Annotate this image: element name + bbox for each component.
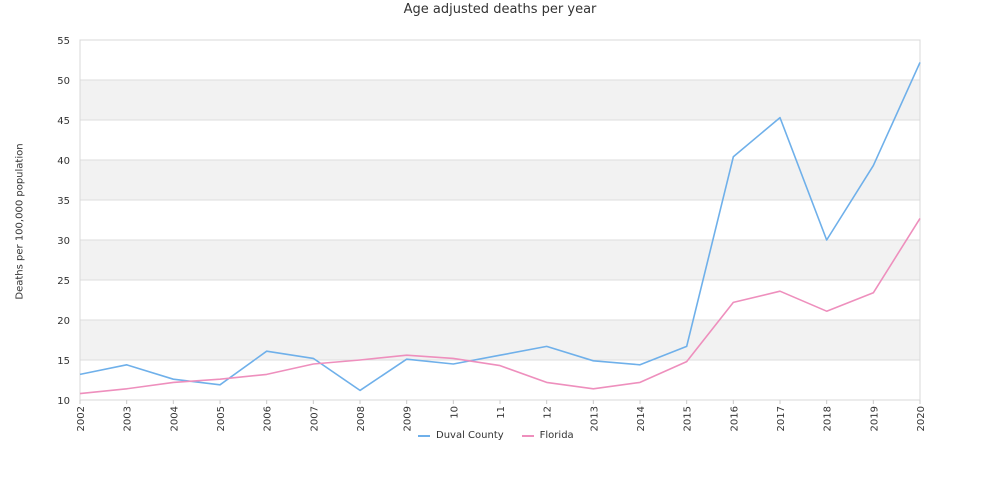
series-florida: [79, 217, 922, 395]
y-tick-label: 10: [57, 396, 70, 407]
data-point: [312, 363, 315, 366]
y-tick-label: 40: [57, 156, 70, 167]
x-tick-label: 2013: [589, 406, 600, 431]
y-tick-label: 30: [57, 236, 70, 247]
y-tick-label: 45: [57, 116, 70, 127]
legend-label-florida: Florida: [539, 430, 574, 441]
x-tick-label: 2003: [123, 406, 134, 431]
legend-item-duval[interactable]: Duval County: [418, 430, 504, 441]
data-point: [685, 345, 688, 348]
data-point: [825, 310, 828, 313]
legend: Duval County Florida: [418, 430, 574, 441]
data-point: [359, 359, 362, 362]
data-point: [919, 61, 922, 64]
data-point: [732, 301, 735, 304]
legend-swatch-duval: [418, 434, 430, 437]
x-tick-label: 2017: [776, 406, 787, 431]
series-line: [79, 62, 921, 392]
data-point: [219, 378, 222, 381]
plot-bands: [80, 80, 920, 360]
x-tick-label: 2005: [216, 406, 227, 431]
x-tick-label: 12: [543, 406, 554, 419]
x-tick-label: 11: [496, 406, 507, 419]
data-point: [545, 381, 548, 384]
y-tick-label: 50: [57, 76, 70, 87]
data-point: [919, 217, 922, 220]
data-point: [359, 389, 362, 392]
data-point: [312, 357, 315, 360]
data-point: [639, 381, 642, 384]
y-axis-ticks: 10 15 20 25 30 35 40 45 50 55: [57, 36, 70, 407]
y-tick-label: 20: [57, 316, 70, 327]
legend-label-duval: Duval County: [436, 430, 504, 441]
series-line: [79, 217, 921, 395]
grid-band: [80, 240, 920, 280]
data-point: [779, 290, 782, 293]
data-point: [872, 291, 875, 294]
data-point: [452, 357, 455, 360]
grid-band: [80, 160, 920, 200]
x-tick-label: 2014: [636, 406, 647, 431]
y-tick-label: 35: [57, 196, 70, 207]
x-tick-label: 2004: [169, 406, 180, 431]
y-tick-label: 15: [57, 356, 70, 367]
grid-band: [80, 320, 920, 360]
chart-title: Age adjusted deaths per year: [403, 2, 597, 17]
data-point: [172, 378, 175, 381]
data-point: [499, 354, 502, 357]
data-point: [545, 345, 548, 348]
x-tick-label: 2002: [76, 406, 87, 431]
data-point: [825, 239, 828, 242]
data-point: [79, 373, 82, 376]
data-point: [125, 363, 128, 366]
x-tick-label: 2007: [309, 406, 320, 431]
data-point: [79, 392, 82, 395]
legend-swatch-florida: [521, 434, 534, 437]
x-tick-label: 2008: [356, 406, 367, 431]
x-tick-label: 2016: [729, 406, 740, 431]
data-point: [452, 363, 455, 366]
data-point: [685, 360, 688, 363]
data-point: [732, 155, 735, 158]
data-point: [872, 164, 875, 167]
x-tick-label: 2018: [823, 406, 834, 431]
data-point: [639, 363, 642, 366]
x-tick-label: 2015: [683, 406, 694, 431]
y-tick-label: 25: [57, 276, 70, 287]
x-tick-label: 2019: [869, 406, 880, 431]
x-tick-label: 2020: [916, 406, 927, 431]
data-point: [405, 358, 408, 361]
x-tick-label: 10: [449, 406, 460, 419]
data-point: [219, 383, 222, 386]
x-tick-label: 2009: [403, 406, 414, 431]
series-duval-county: [79, 61, 922, 392]
data-point: [172, 381, 175, 384]
data-point: [265, 350, 268, 353]
data-point: [405, 354, 408, 357]
data-point: [779, 116, 782, 119]
data-point: [125, 387, 128, 390]
grid-band: [80, 80, 920, 120]
x-axis-ticks: 2002 2003 2004 2005 2006 2007 2008 2009 10 11 12 20…: [76, 400, 927, 431]
y-tick-label: 55: [57, 36, 70, 47]
data-point: [592, 387, 595, 390]
x-tick-label: 2006: [263, 406, 274, 431]
data-point: [499, 364, 502, 367]
legend-item-florida[interactable]: Florida: [521, 430, 574, 441]
data-point: [265, 373, 268, 376]
data-point: [592, 359, 595, 362]
